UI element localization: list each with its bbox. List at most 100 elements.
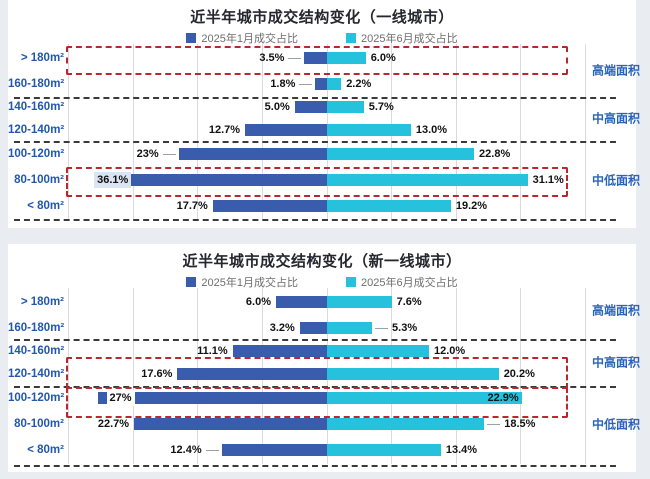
- jan-bar: [315, 78, 327, 90]
- june-value-label: 19.2%: [455, 200, 488, 212]
- june-value-label: 6.0%: [370, 52, 396, 64]
- june-value-label: 5.7%: [368, 101, 394, 113]
- legend-label-jan: 2025年1月成交占比: [201, 33, 298, 45]
- bar-row: 17.7% 19.2%: [68, 195, 585, 217]
- june-bar: [327, 148, 475, 160]
- jan-leader-line: [288, 58, 302, 59]
- jan-value-label: 17.7%: [176, 200, 208, 212]
- chart-title: 近半年城市成交结构变化（一线城市）: [190, 9, 454, 26]
- highlight-box: [66, 357, 568, 389]
- june-value-label: 20.2%: [503, 368, 535, 380]
- group-separator-line: [14, 339, 616, 341]
- category-label: 80-100m²: [14, 418, 64, 430]
- june-bar: [327, 368, 499, 380]
- legend-label-june: 2025年6月成交占比: [361, 277, 458, 289]
- highlight-box: [66, 46, 568, 75]
- jan-bar: [221, 444, 327, 456]
- chart-panel-new-tier1-cities: 近半年城市成交结构变化（新一线城市） 2025年1月成交占比 2025年6月成交…: [8, 244, 640, 472]
- group-separator-line: [14, 141, 616, 143]
- area-group-label: 中高面积: [592, 355, 641, 370]
- area-group-label: 高端面积: [592, 303, 641, 318]
- gridline: [585, 288, 586, 464]
- june-series-swatch: [346, 33, 356, 43]
- bar-row: 3.2% 5.3%: [68, 317, 585, 339]
- jan-leader-line: [162, 154, 176, 155]
- legend-item-june: 2025年6月成交占比: [346, 30, 458, 46]
- jan-value-label: 22.7%: [97, 418, 130, 430]
- category-label: 100-120m²: [8, 148, 65, 160]
- june-bar: [327, 296, 392, 308]
- jan-bar: [212, 200, 327, 212]
- jan-bar: [94, 174, 327, 186]
- june-value-label: 7.6%: [396, 296, 422, 308]
- category-label: 120-140m²: [8, 124, 65, 136]
- june-series-swatch: [346, 277, 356, 287]
- category-label: 160-180m²: [8, 322, 65, 334]
- june-bar: [327, 392, 522, 404]
- bar-row: 5.0% 5.7%: [68, 96, 585, 118]
- jan-bar: [294, 101, 327, 113]
- jan-leader-line: [205, 450, 219, 451]
- june-value-label: 5.3%: [392, 322, 418, 334]
- jan-value-label: 17.6%: [141, 368, 173, 380]
- jan-bar: [97, 392, 327, 404]
- jan-bar: [245, 124, 327, 136]
- category-label: 80-100m²: [14, 174, 64, 186]
- gridline: [68, 44, 69, 220]
- gridline: [520, 288, 522, 464]
- area-group-label: 高端面积: [592, 63, 641, 78]
- gridline: [68, 288, 69, 464]
- area-group-label: 中低面积: [592, 417, 641, 432]
- gridline: [455, 44, 457, 220]
- category-label: 160-180m²: [8, 78, 65, 90]
- jan-bar: [177, 368, 327, 380]
- category-label: 100-120m²: [8, 392, 65, 404]
- june-bar: [327, 345, 429, 357]
- jan-series-swatch: [186, 33, 197, 43]
- area-group-label: 中低面积: [592, 173, 641, 188]
- legend-item-jan: 2025年1月成交占比: [186, 274, 298, 290]
- legend-item-jan: 2025年1月成交占比: [186, 30, 298, 46]
- bar-row: 1.8% 2.2%: [68, 73, 585, 95]
- category-label: > 180m²: [20, 52, 64, 64]
- category-label: < 80m²: [27, 444, 64, 456]
- june-value-label: 12.0%: [434, 345, 466, 357]
- jan-value-label: 12.4%: [170, 444, 202, 456]
- legend-item-june: 2025年6月成交占比: [346, 274, 458, 290]
- june-bar: [327, 322, 373, 334]
- bar-row: 3.5% 6.0%: [68, 47, 585, 69]
- june-value-label: 18.5%: [504, 418, 536, 430]
- bar-row: 36.1% 31.1%: [68, 169, 585, 191]
- june-bar: [327, 78, 342, 90]
- june-bar: [327, 418, 485, 430]
- jan-value-label: 11.1%: [197, 345, 228, 357]
- group-separator-line: [14, 97, 616, 99]
- bar-row: 11.1% 12.0%: [68, 340, 585, 362]
- june-value-label: 13.4%: [445, 444, 478, 456]
- bar-row: 12.7% 13.0%: [68, 119, 585, 141]
- bar-row: 12.4% 13.4%: [68, 439, 585, 461]
- jan-bar: [178, 148, 327, 160]
- bar-row: 22.7% 18.5%: [68, 413, 585, 435]
- jan-value-label: 6.0%: [245, 296, 271, 308]
- june-bar: [327, 101, 364, 113]
- june-bar: [327, 174, 528, 186]
- bar-row: 27% 22.9%: [68, 387, 585, 409]
- jan-value-label: 12.7%: [208, 124, 241, 136]
- category-label: 140-160m²: [8, 345, 65, 357]
- june-bar: [327, 200, 451, 212]
- chart-legend: 2025年1月成交占比 2025年6月成交占比: [8, 30, 636, 46]
- jan-value-label: 23%: [136, 148, 159, 160]
- bar-row: 17.6% 20.2%: [68, 363, 585, 385]
- jan-value-label: 36.1%: [94, 172, 132, 188]
- area-group-label: 中高面积: [592, 111, 641, 126]
- gridline: [197, 44, 199, 220]
- gridline: [132, 288, 134, 464]
- jan-leader-line: [299, 84, 313, 85]
- category-label: > 180m²: [20, 296, 64, 308]
- jan-bar: [134, 418, 327, 430]
- bar-row: 23% 22.8%: [68, 143, 585, 165]
- chart-legend: 2025年1月成交占比 2025年6月成交占比: [8, 274, 636, 290]
- legend-label-june: 2025年6月成交占比: [361, 33, 458, 45]
